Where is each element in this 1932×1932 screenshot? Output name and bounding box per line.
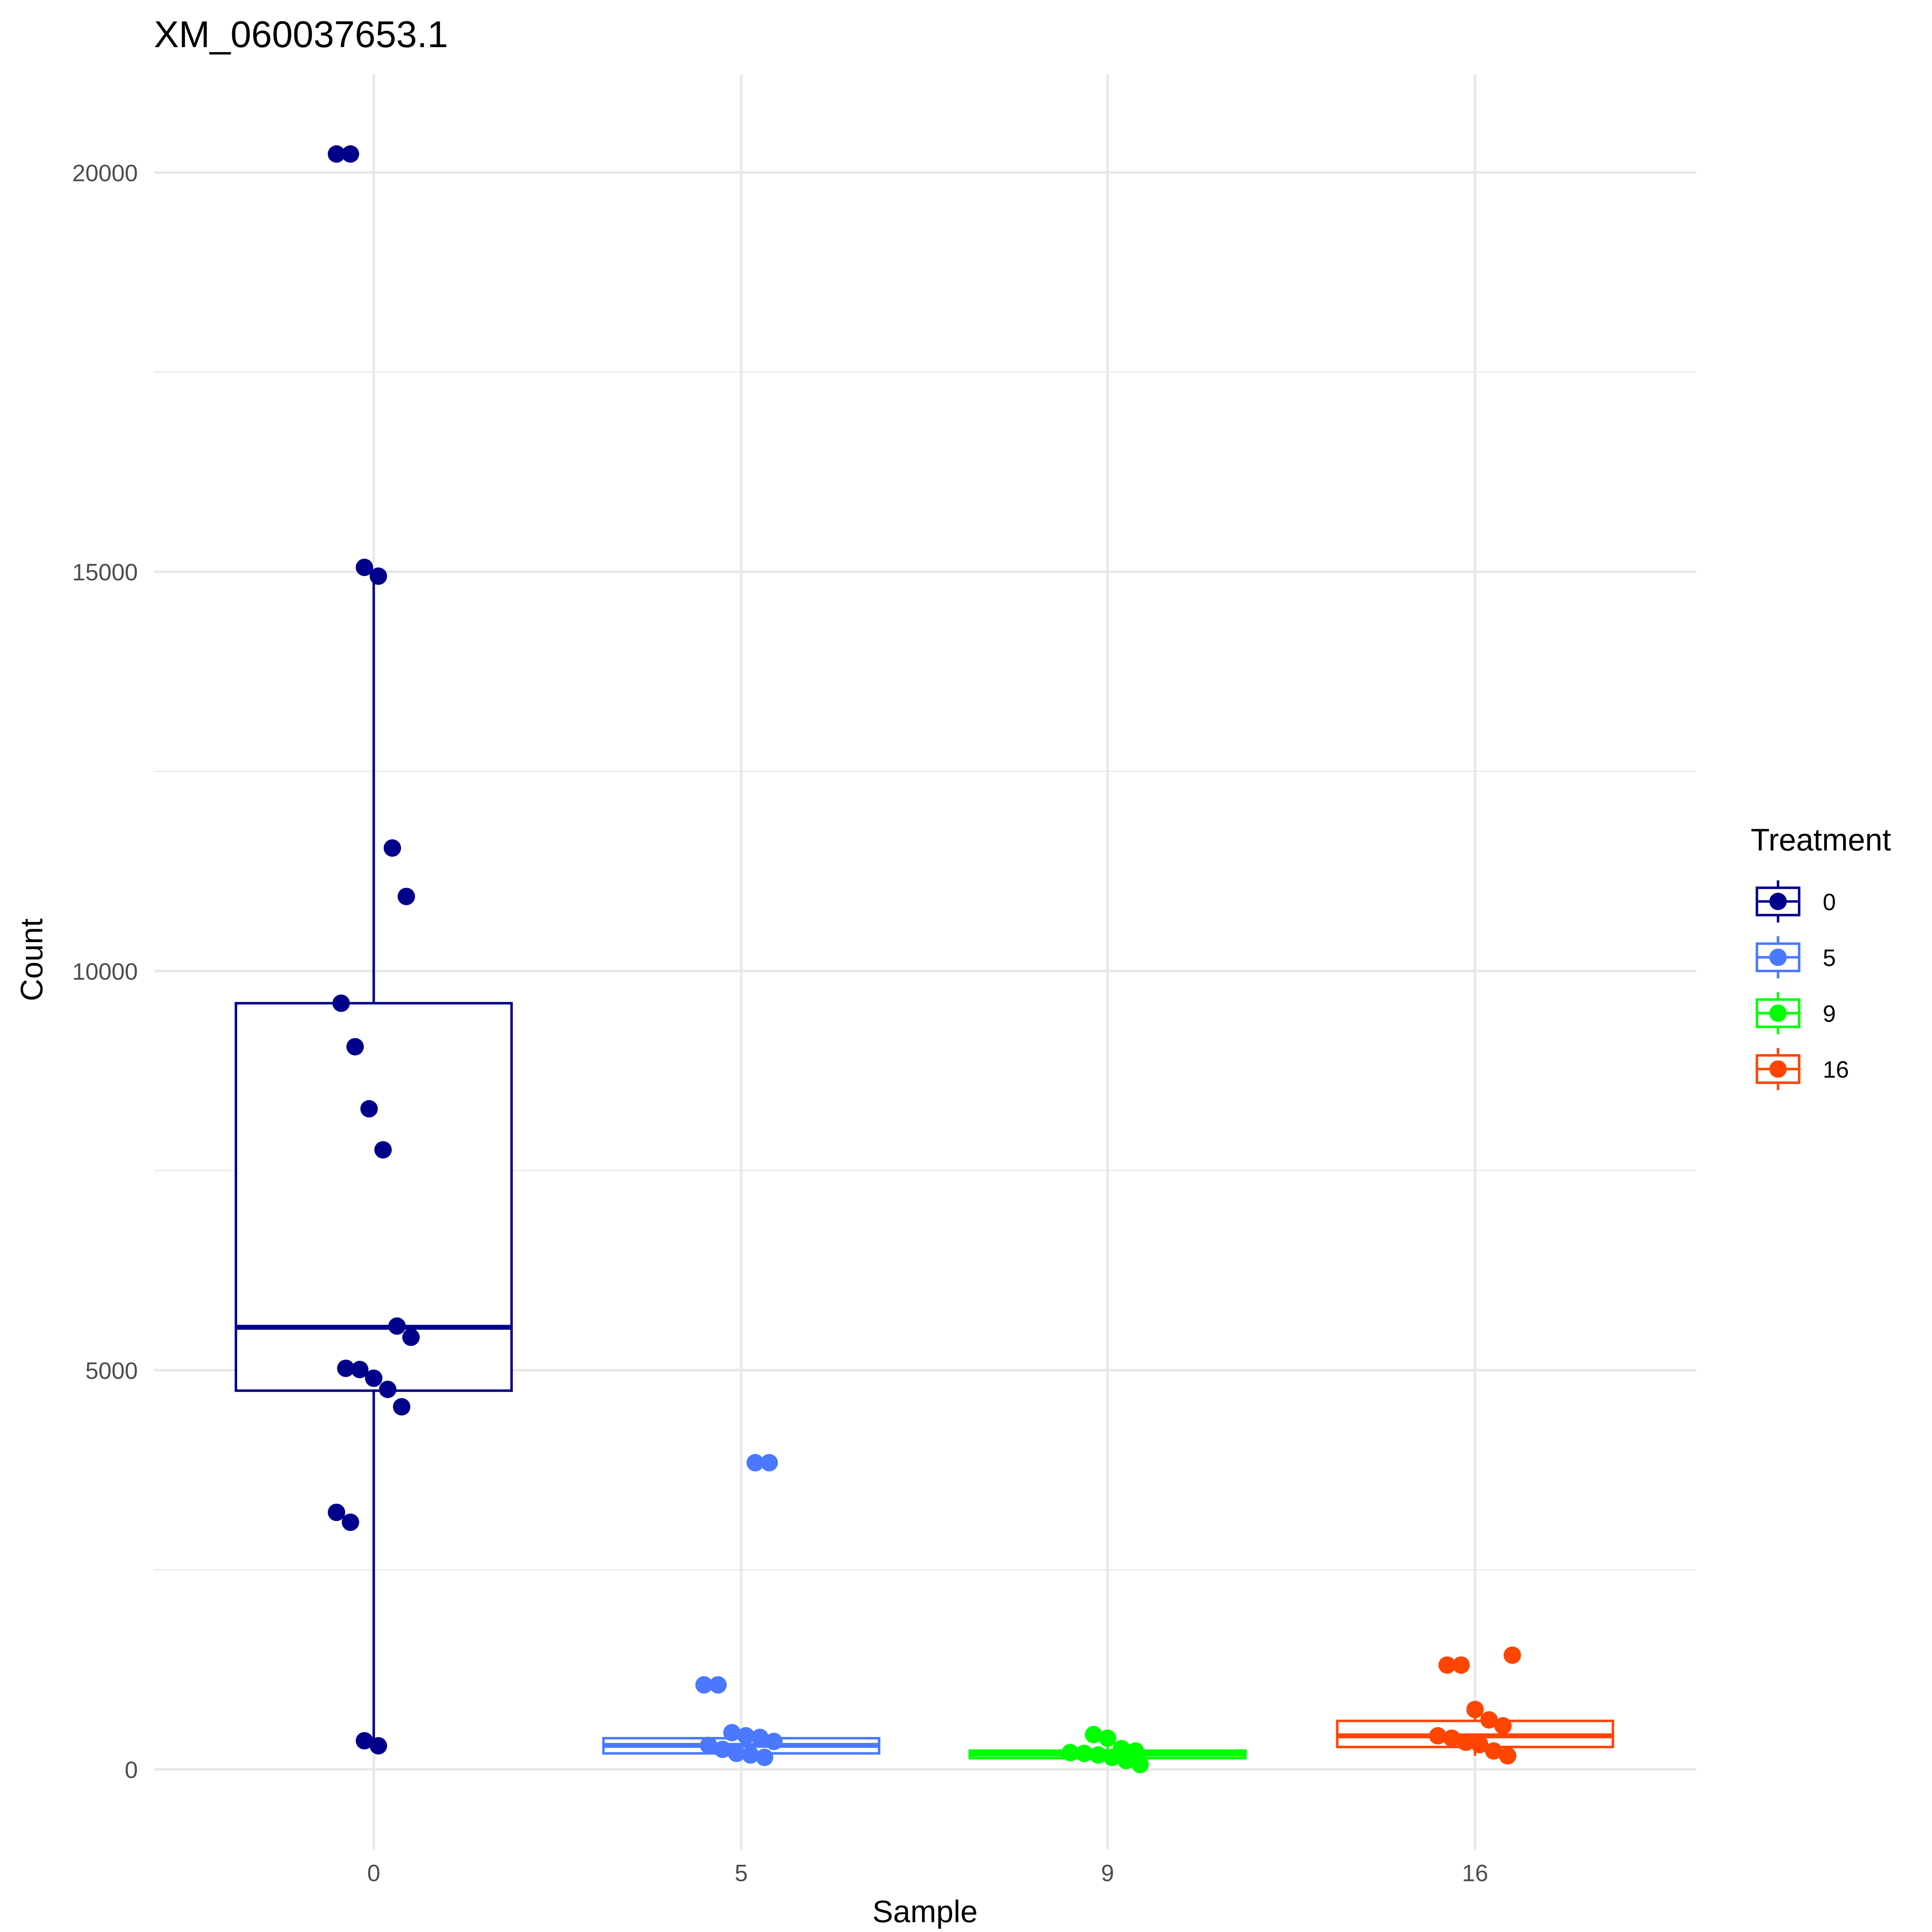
legend-point-icon [1769, 1004, 1787, 1022]
data-point-16 [1494, 1717, 1512, 1735]
data-point-16 [1452, 1656, 1470, 1674]
y-tick-label: 15000 [72, 559, 138, 585]
legend-label: 9 [1823, 1001, 1836, 1027]
data-point-16 [1466, 1701, 1484, 1718]
legend-point-icon [1769, 949, 1787, 966]
data-point-16 [1480, 1711, 1498, 1729]
data-point-9 [1075, 1745, 1093, 1762]
data-point-0 [337, 1359, 355, 1377]
data-point-0 [365, 1369, 383, 1387]
data-point-9 [1131, 1756, 1149, 1774]
data-point-0 [388, 1317, 406, 1335]
box-0 [235, 1002, 513, 1392]
data-point-0 [402, 1328, 420, 1346]
data-point-0 [342, 145, 359, 163]
x-tick-label: 9 [1101, 1860, 1114, 1886]
data-point-9 [1085, 1726, 1102, 1743]
legend-item-9: 9 [1755, 992, 1836, 1034]
data-point-0 [383, 839, 401, 857]
x-tick-label: 0 [367, 1860, 380, 1886]
legend-label: 5 [1823, 945, 1836, 971]
legend-item-0: 0 [1755, 880, 1836, 923]
data-point-16 [1443, 1729, 1461, 1747]
data-point-5 [723, 1724, 741, 1742]
x-tick-label: 5 [735, 1860, 748, 1886]
data-point-5 [751, 1728, 769, 1746]
data-point-16 [1429, 1727, 1447, 1745]
data-point-5 [760, 1454, 778, 1471]
data-point-0 [355, 558, 373, 576]
y-tick-label: 10000 [72, 958, 138, 985]
chart-title: XM_060037653.1 [154, 14, 448, 55]
data-point-0 [360, 1100, 378, 1117]
data-point-9 [1103, 1748, 1121, 1766]
data-point-0 [398, 888, 415, 905]
data-point-0 [369, 1737, 387, 1755]
data-point-16 [1485, 1742, 1503, 1760]
data-point-5 [765, 1733, 783, 1750]
data-point-5 [737, 1727, 755, 1745]
legend-label: 16 [1823, 1056, 1849, 1083]
data-point-0 [374, 1141, 392, 1159]
data-point-16 [1471, 1736, 1489, 1753]
y-axis-ticks: 0 5000 10000 15000 20000 [72, 160, 138, 1783]
legend-label: 0 [1823, 889, 1836, 915]
data-point-5 [700, 1736, 718, 1754]
data-point-16 [1438, 1656, 1456, 1674]
data-point-9 [1061, 1744, 1079, 1762]
x-axis-ticks: 0 5 9 16 [367, 1860, 1488, 1886]
data-point-0 [342, 1514, 359, 1531]
grid-lines [154, 74, 1696, 1850]
data-point-5 [756, 1748, 774, 1766]
data-point-0 [355, 1732, 373, 1750]
data-point-5 [714, 1740, 731, 1758]
y-tick-label: 5000 [85, 1357, 138, 1384]
data-point-0 [351, 1361, 369, 1378]
data-point-9 [1117, 1752, 1135, 1769]
data-point-5 [695, 1676, 713, 1694]
x-axis-label: Sample [872, 1894, 978, 1929]
data-point-0 [328, 145, 345, 163]
y-tick-label: 0 [125, 1757, 138, 1783]
legend-item-16: 16 [1755, 1048, 1849, 1090]
data-point-0 [346, 1038, 364, 1056]
y-axis-label: Count [14, 918, 49, 1001]
data-point-5 [747, 1454, 764, 1471]
legend: Treatment 0 5 9 16 [1751, 823, 1891, 1090]
legend-point-icon [1769, 893, 1787, 910]
y-tick-label: 20000 [72, 160, 138, 186]
data-points [328, 145, 1521, 1774]
data-point-0 [369, 567, 387, 585]
data-point-9 [1099, 1729, 1116, 1747]
data-point-0 [328, 1503, 345, 1521]
data-point-16 [1457, 1733, 1475, 1751]
data-point-16 [1499, 1747, 1517, 1765]
boxes [235, 576, 1614, 1765]
data-point-9 [1089, 1746, 1107, 1764]
legend-title: Treatment [1751, 823, 1891, 857]
data-point-5 [709, 1676, 727, 1694]
x-tick-label: 16 [1462, 1860, 1488, 1886]
legend-item-5: 5 [1755, 936, 1836, 979]
legend-point-icon [1769, 1060, 1787, 1078]
data-point-0 [332, 994, 350, 1012]
data-point-5 [742, 1746, 759, 1764]
data-point-0 [393, 1398, 411, 1416]
data-point-5 [728, 1745, 745, 1762]
data-point-0 [379, 1381, 396, 1398]
data-point-16 [1503, 1646, 1521, 1664]
